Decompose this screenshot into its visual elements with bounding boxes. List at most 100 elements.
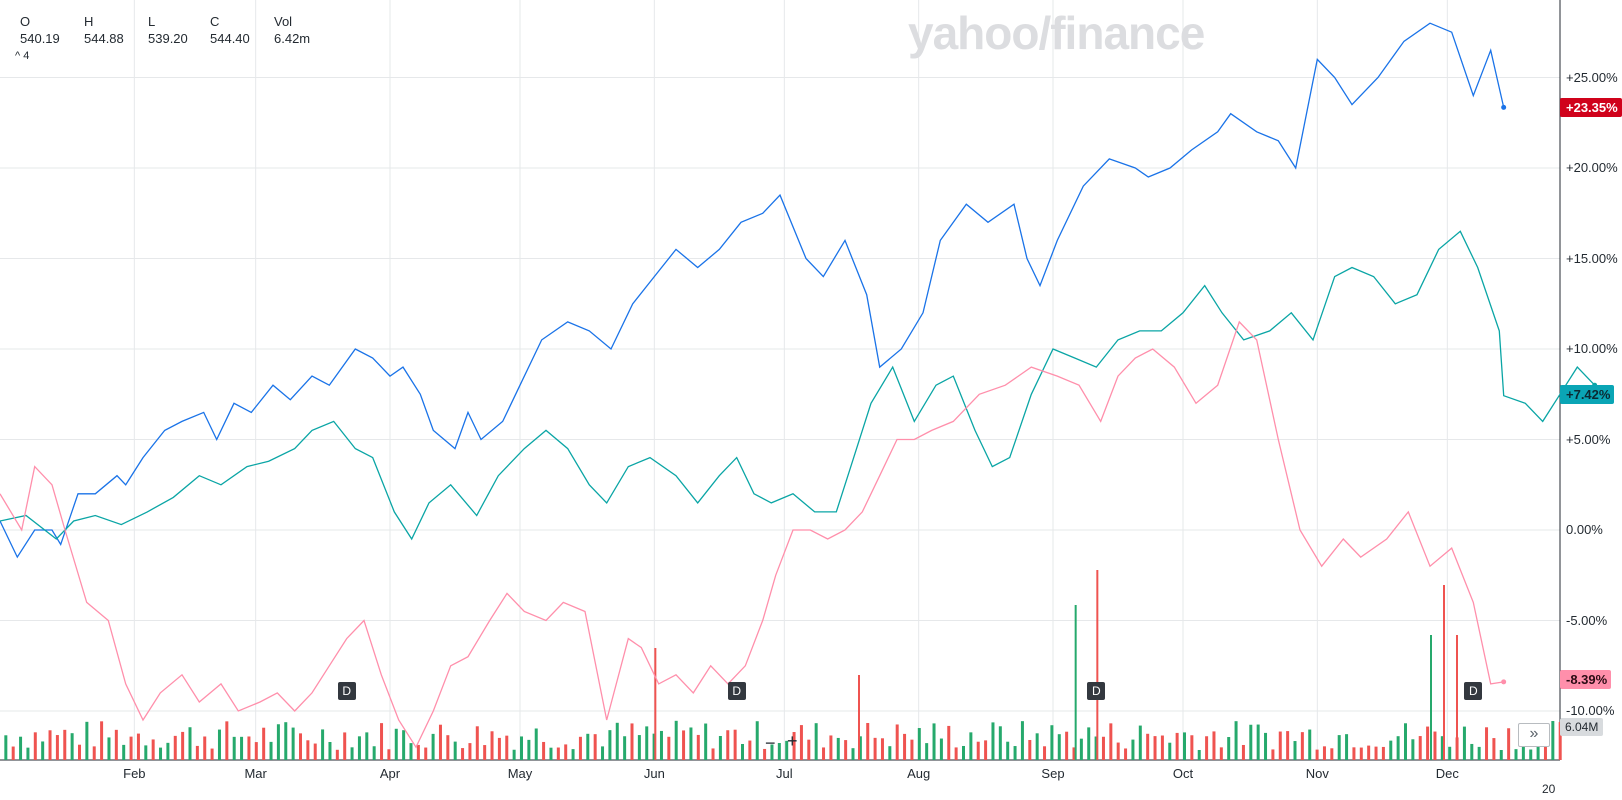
series-line-2[interactable] <box>0 320 1504 749</box>
volume-bar <box>299 733 302 760</box>
volume-bar <box>63 729 67 760</box>
volume-bar <box>70 733 74 760</box>
dividend-marker[interactable]: D <box>727 682 746 700</box>
y-tick-label: 0.00% <box>1566 522 1603 537</box>
volume-bar <box>1529 749 1533 760</box>
volume-bar <box>1264 732 1268 760</box>
last-value-badge: +23.35% <box>1560 98 1622 117</box>
volume-bar <box>107 737 111 760</box>
volume-bar <box>1322 746 1326 760</box>
volume-bar <box>1374 746 1378 760</box>
volume-bar <box>1160 735 1164 760</box>
volume-bar-spike <box>1096 570 1099 760</box>
volume-bar <box>903 733 907 760</box>
volume-bar <box>1558 722 1562 760</box>
y-tick-label: -5.00% <box>1566 612 1608 628</box>
x-tick-label: Jul <box>776 766 793 781</box>
volume-bar <box>564 744 568 760</box>
volume-bar <box>424 747 428 760</box>
volume-bar <box>291 727 295 760</box>
volume-bar <box>468 743 472 760</box>
volume-bar <box>880 738 884 760</box>
volume-bar-spike <box>1456 635 1458 760</box>
volume-bar <box>512 749 516 760</box>
volume-bar <box>26 747 30 760</box>
volume-bar <box>932 723 936 760</box>
volume-bar <box>1241 744 1245 760</box>
x-tick-label: Oct <box>1172 766 1194 781</box>
volume-bar <box>387 749 391 760</box>
volume-bar <box>438 724 442 760</box>
volume-bar <box>659 730 663 760</box>
volume-bar <box>947 725 951 760</box>
volume-bar <box>276 724 280 760</box>
zoom-in-button[interactable]: + <box>787 731 798 751</box>
volume-bar <box>4 735 8 760</box>
dividend-marker[interactable]: D <box>1087 682 1106 700</box>
volume-bar <box>1212 731 1216 760</box>
volume-bar <box>416 744 420 760</box>
volume-bar <box>380 723 384 760</box>
volume-bar <box>711 748 715 760</box>
volume-bar <box>1462 726 1466 760</box>
series-line-0[interactable] <box>0 22 1505 559</box>
volume-bar <box>1013 746 1017 760</box>
volume-bar <box>888 746 892 760</box>
volume-bar <box>166 742 170 760</box>
volume-bar <box>85 721 89 760</box>
scroll-to-latest-button[interactable]: » <box>1518 723 1550 747</box>
volume-bar <box>159 747 163 760</box>
volume-bar <box>1197 749 1201 760</box>
volume-bar <box>858 736 862 760</box>
dividend-marker[interactable]: D <box>337 682 356 700</box>
volume-bar <box>48 730 52 760</box>
volume-bar <box>1168 742 1172 760</box>
volume-bar <box>939 738 943 760</box>
dividend-marker[interactable]: D <box>1464 682 1483 700</box>
ohlc-value: 539.20 <box>148 31 188 46</box>
volume-bar <box>1065 731 1069 760</box>
ohlc-field-h: H 544.88 <box>84 13 124 47</box>
volume-bar <box>1124 748 1128 760</box>
volume-bar <box>1249 724 1253 760</box>
yahoo-finance-watermark: yahoo/finance <box>908 7 1205 59</box>
volume-bar <box>1426 726 1430 760</box>
volume-bar <box>822 747 826 760</box>
volume-bar <box>1551 721 1555 760</box>
volume-bar <box>637 735 641 760</box>
series-line-1[interactable] <box>0 230 1596 541</box>
volume-bar <box>829 735 833 760</box>
volume-bar <box>527 739 531 760</box>
volume-bar <box>1411 739 1415 760</box>
volume-bar <box>785 740 789 760</box>
volume-bar <box>645 726 649 760</box>
ohlc-value: 544.88 <box>84 31 124 46</box>
volume-bar <box>210 748 214 760</box>
volume-bar <box>446 735 450 760</box>
volume-bar <box>1020 721 1024 760</box>
volume-bar <box>726 730 730 760</box>
volume-bar <box>1183 732 1186 760</box>
volume-bar-spike <box>858 675 860 760</box>
volume-bar <box>1219 747 1223 760</box>
volume-bar <box>409 743 413 760</box>
volume-bar <box>962 745 965 760</box>
volume-bar <box>682 730 686 760</box>
volume-bar <box>1440 736 1444 760</box>
volume-bar <box>505 735 509 760</box>
volume-bar <box>718 735 722 760</box>
volume-bar <box>799 725 803 760</box>
zoom-out-button[interactable]: − <box>765 733 776 753</box>
volume-bar <box>19 736 23 760</box>
volume-bar <box>461 748 465 760</box>
volume-bar <box>122 744 126 760</box>
volume-bar <box>1234 721 1238 760</box>
indicator-count: ^ 4 <box>15 50 30 62</box>
volume-bar <box>1359 747 1363 760</box>
ohlc-field-l: L 539.20 <box>148 13 188 47</box>
volume-bar <box>1109 723 1113 760</box>
volume-bar <box>1536 737 1540 760</box>
volume-bar <box>1131 739 1135 760</box>
volume-bar <box>733 729 737 760</box>
